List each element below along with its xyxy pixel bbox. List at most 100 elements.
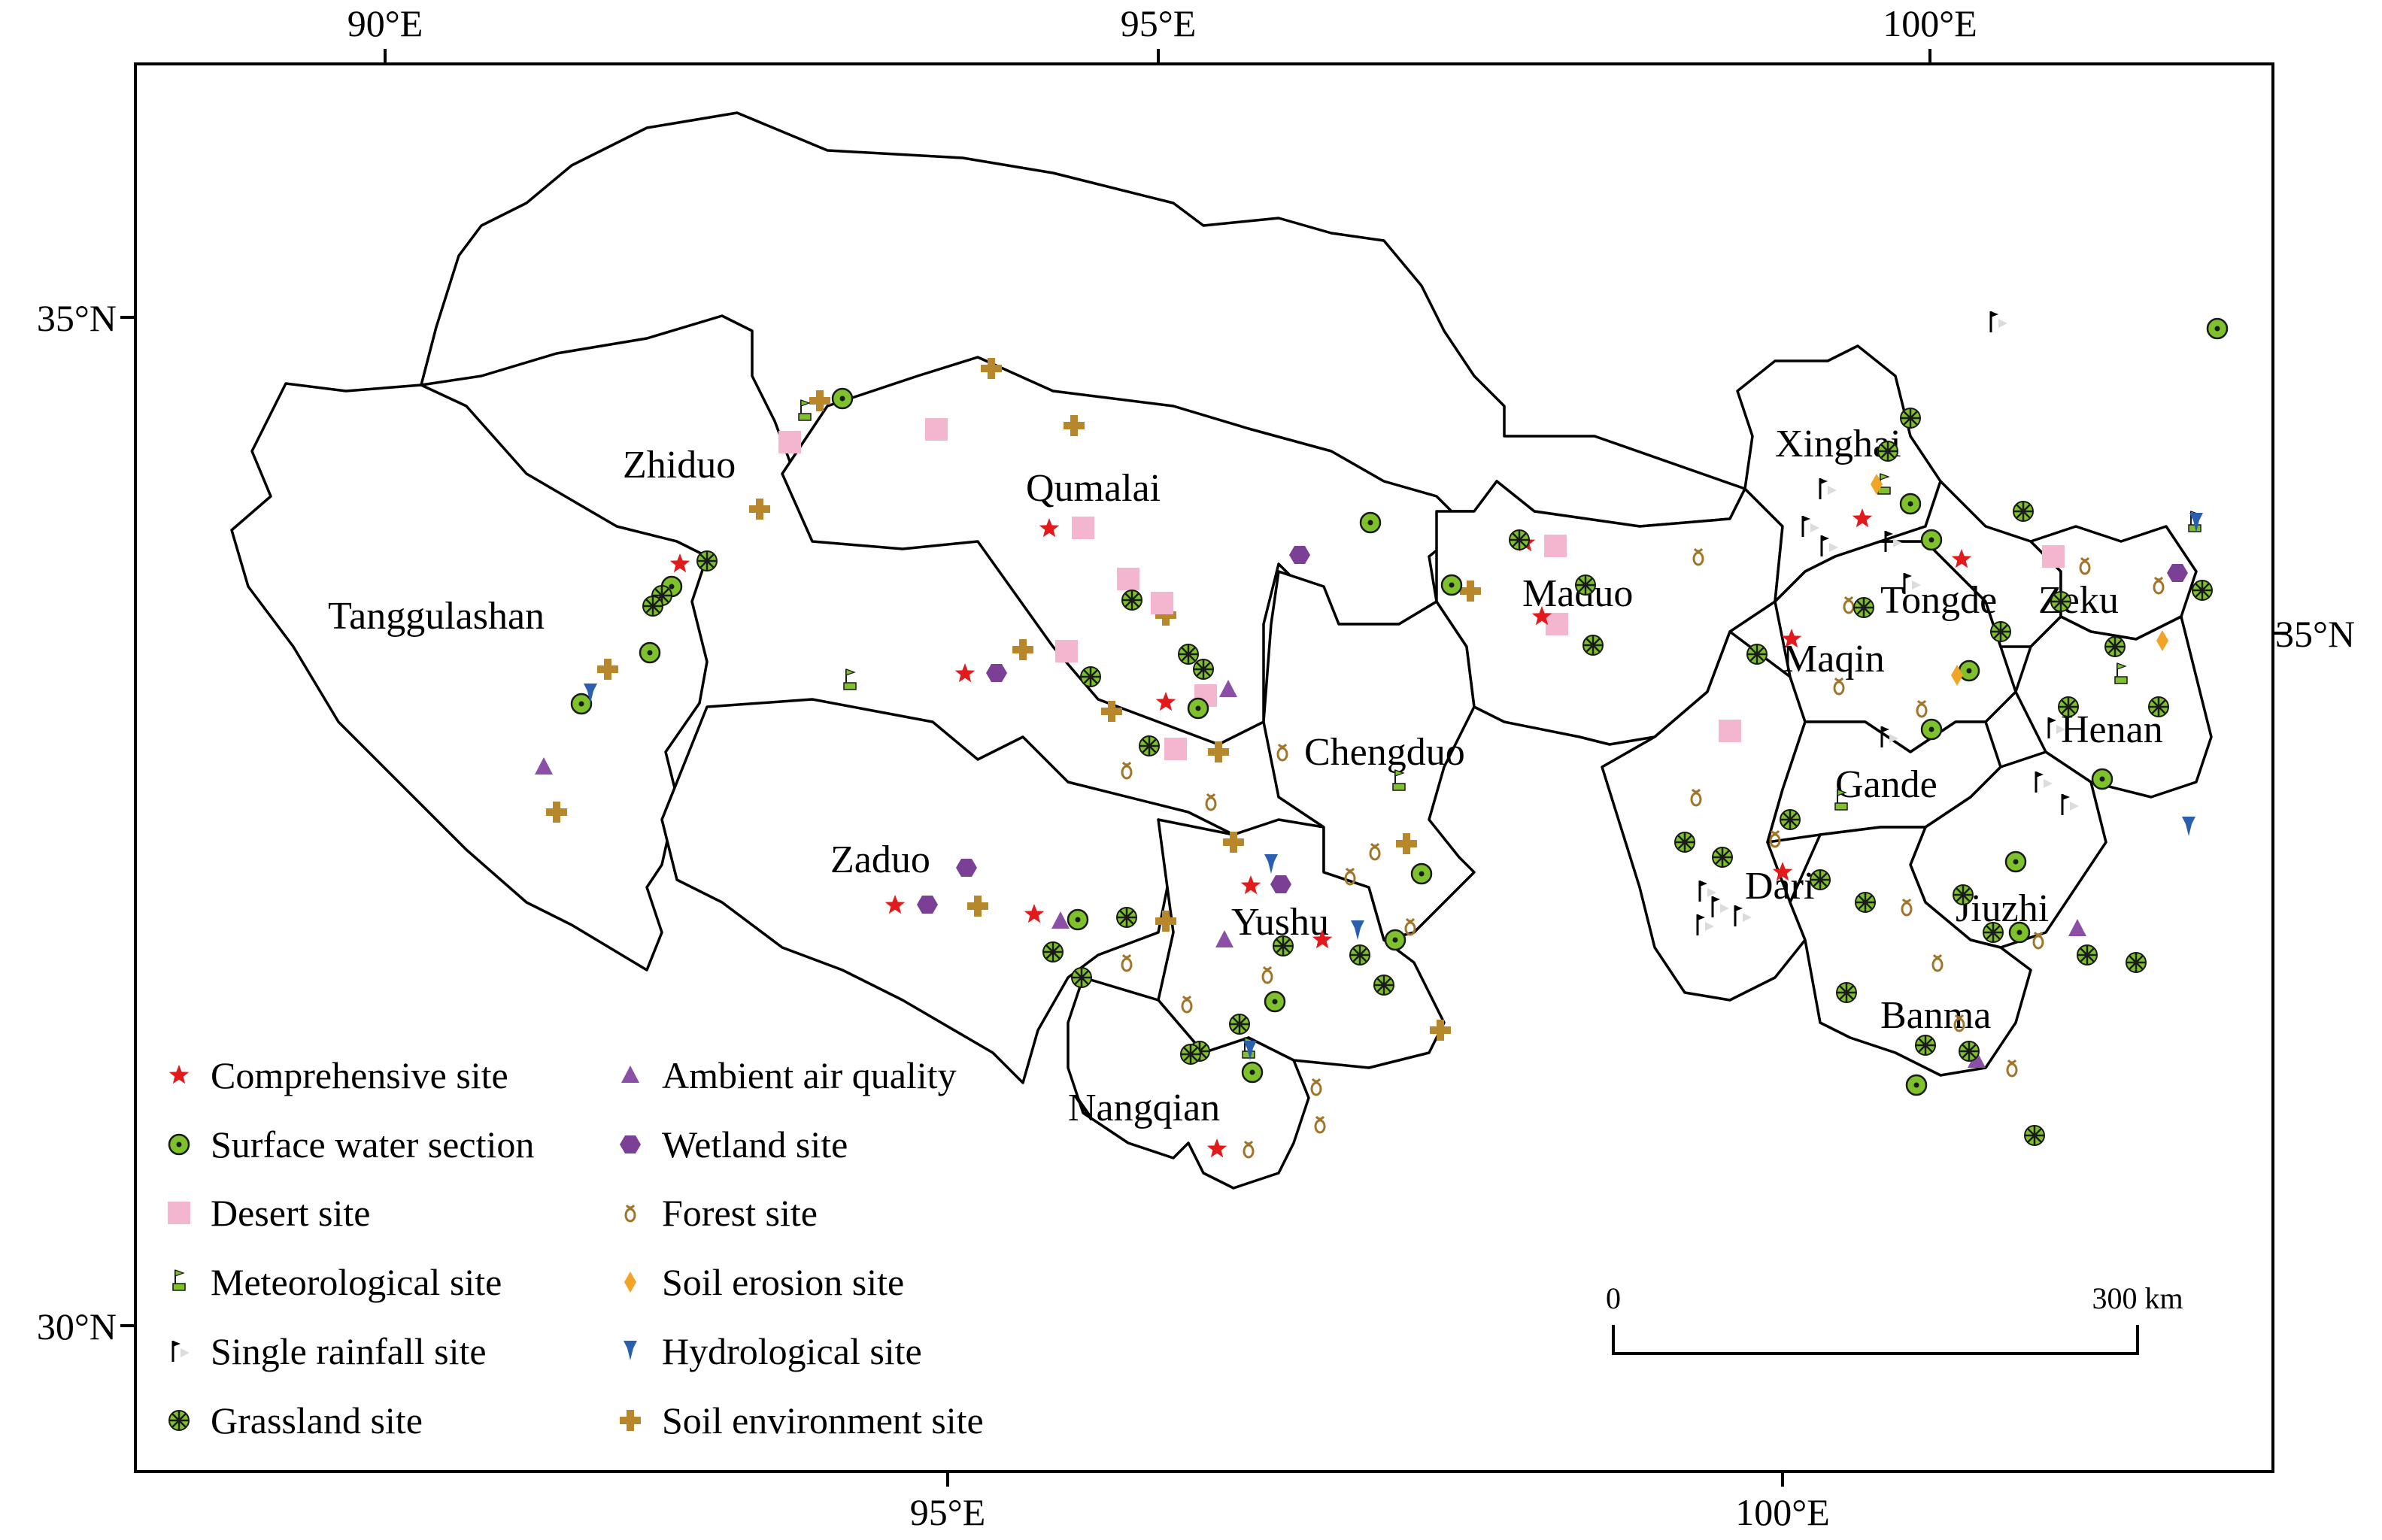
grassland-site [2012, 500, 2035, 523]
surface-water-section [831, 387, 854, 410]
surface-water-section [2008, 921, 2031, 944]
grassland-site [1746, 643, 1768, 665]
county-label-chengduo: Chengduo [1304, 731, 1465, 774]
forest-site [1314, 1115, 1326, 1134]
grassland-site [1899, 407, 1922, 429]
grassland-site [1582, 634, 1604, 656]
surface-water-section [570, 693, 593, 715]
surface-water-section [2206, 317, 2229, 340]
desert-site [2042, 545, 2065, 568]
county-nangqian [1067, 976, 1310, 1190]
surface-water-section [1264, 990, 1286, 1013]
desert-site [1117, 568, 1139, 590]
grassland-site [2057, 696, 2080, 718]
soil-environment-site [1012, 639, 1033, 660]
legend-circle-icon [168, 1133, 190, 1156]
county-label-gande: Gande [1835, 763, 1937, 806]
grassland-site [1835, 981, 1858, 1004]
graticule-ticks [120, 49, 2288, 1487]
surface-water-section [1410, 862, 1433, 885]
legend-triangle-icon [621, 1066, 639, 1083]
grassland-site [1673, 831, 1696, 853]
left-tick-label: 35°N [37, 297, 117, 339]
legend-label: Forest site [662, 1192, 818, 1234]
legend-flag-icon [172, 1269, 186, 1291]
meteorological-site [843, 668, 857, 690]
grassland-site [1982, 921, 2004, 944]
county-label-tanggulashan: Tanggulashan [328, 595, 545, 638]
county-boundaries [230, 111, 2213, 1190]
bottom-tick-label: 95°E [910, 1491, 986, 1533]
comprehensive-site [954, 663, 976, 683]
surface-water-section [1241, 1061, 1264, 1084]
forest-site [1310, 1078, 1322, 1096]
grassland-site [642, 595, 664, 617]
surface-water-section [1440, 574, 1463, 596]
legend-label: Soil environment site [662, 1399, 984, 1441]
legend-rain-flag-icon [171, 1339, 191, 1363]
county-label-xinghai: Xinghai [1775, 423, 1901, 465]
grassland-site [2104, 635, 2126, 658]
legend-forest-icon [624, 1204, 636, 1223]
legend-label: Wetland site [662, 1123, 848, 1166]
grassland-site [1711, 846, 1734, 869]
legend-label: Surface water section [211, 1123, 534, 1166]
legend: Comprehensive site Surface water section… [168, 1054, 984, 1441]
legend-pin-icon [624, 1341, 637, 1360]
surface-water-section [1905, 1074, 1928, 1096]
grassland-site [1228, 1013, 1251, 1035]
grassland-site [1070, 966, 1093, 989]
legend-hexagon-icon [620, 1135, 641, 1153]
grassland-site [2191, 579, 2214, 602]
grassland-site [1574, 574, 1597, 596]
grassland-site [2125, 951, 2147, 974]
desert-site [1151, 592, 1173, 614]
grassland-site [1852, 596, 1875, 619]
forest-site [1205, 793, 1217, 811]
ambient-air-quality-site [2068, 919, 2086, 936]
surface-water-section [1067, 908, 1089, 931]
grassland-site [1115, 906, 1138, 929]
grassland-site [1508, 529, 1531, 551]
county-label-tongde: Tongde [1880, 579, 1997, 622]
grassland-site [2050, 590, 2072, 613]
surface-water-section [1359, 511, 1382, 534]
desert-site [1546, 613, 1568, 635]
scale-bar-end-label: 300 km [2092, 1281, 2183, 1315]
grassland-site [2147, 696, 2170, 718]
county-label-zhiduo: Zhiduo [623, 444, 736, 487]
grassland-site [1179, 1043, 1202, 1066]
surface-water-section [639, 641, 661, 664]
scale-bar: 0 300 km [1606, 1281, 2183, 1355]
county-labels: Zhiduo Qumalai Tanggulashan Maduo Xingha… [328, 423, 2163, 1129]
left-tick-label: 30°N [37, 1305, 117, 1348]
forest-site [1121, 761, 1133, 780]
legend-asterisk-icon [168, 1409, 190, 1432]
desert-site [1055, 640, 1078, 662]
desert-site [1072, 517, 1094, 539]
legend-diamond-icon [624, 1272, 636, 1293]
map-frame [134, 62, 2274, 1473]
county-chengduo [1262, 570, 1476, 941]
grassland-site [2023, 1124, 2046, 1147]
grassland-site [1809, 869, 1831, 891]
grassland-site [1779, 808, 1801, 831]
surface-water-section [1384, 929, 1406, 951]
grassland-site [1079, 665, 1102, 688]
scale-bar-start-label: 0 [1606, 1281, 1621, 1315]
grassland-site [1177, 643, 1200, 665]
right-tick-label: 35°N [2275, 613, 2355, 655]
legend-label: Comprehensive site [211, 1054, 508, 1096]
legend-label: Desert site [211, 1192, 370, 1234]
forest-site [2006, 1059, 2018, 1078]
surface-water-section [1958, 659, 1980, 682]
hydrological-site [2182, 817, 2195, 836]
grassland-site [1272, 935, 1294, 957]
county-tanggulashan [230, 382, 709, 972]
county-label-zaduo: Zaduo [830, 838, 930, 881]
soil-environment-site [1208, 741, 1229, 762]
legend-label: Meteorological site [211, 1261, 502, 1303]
grassland-site [1349, 944, 1371, 966]
legend-label: Single rainfall site [211, 1330, 487, 1372]
